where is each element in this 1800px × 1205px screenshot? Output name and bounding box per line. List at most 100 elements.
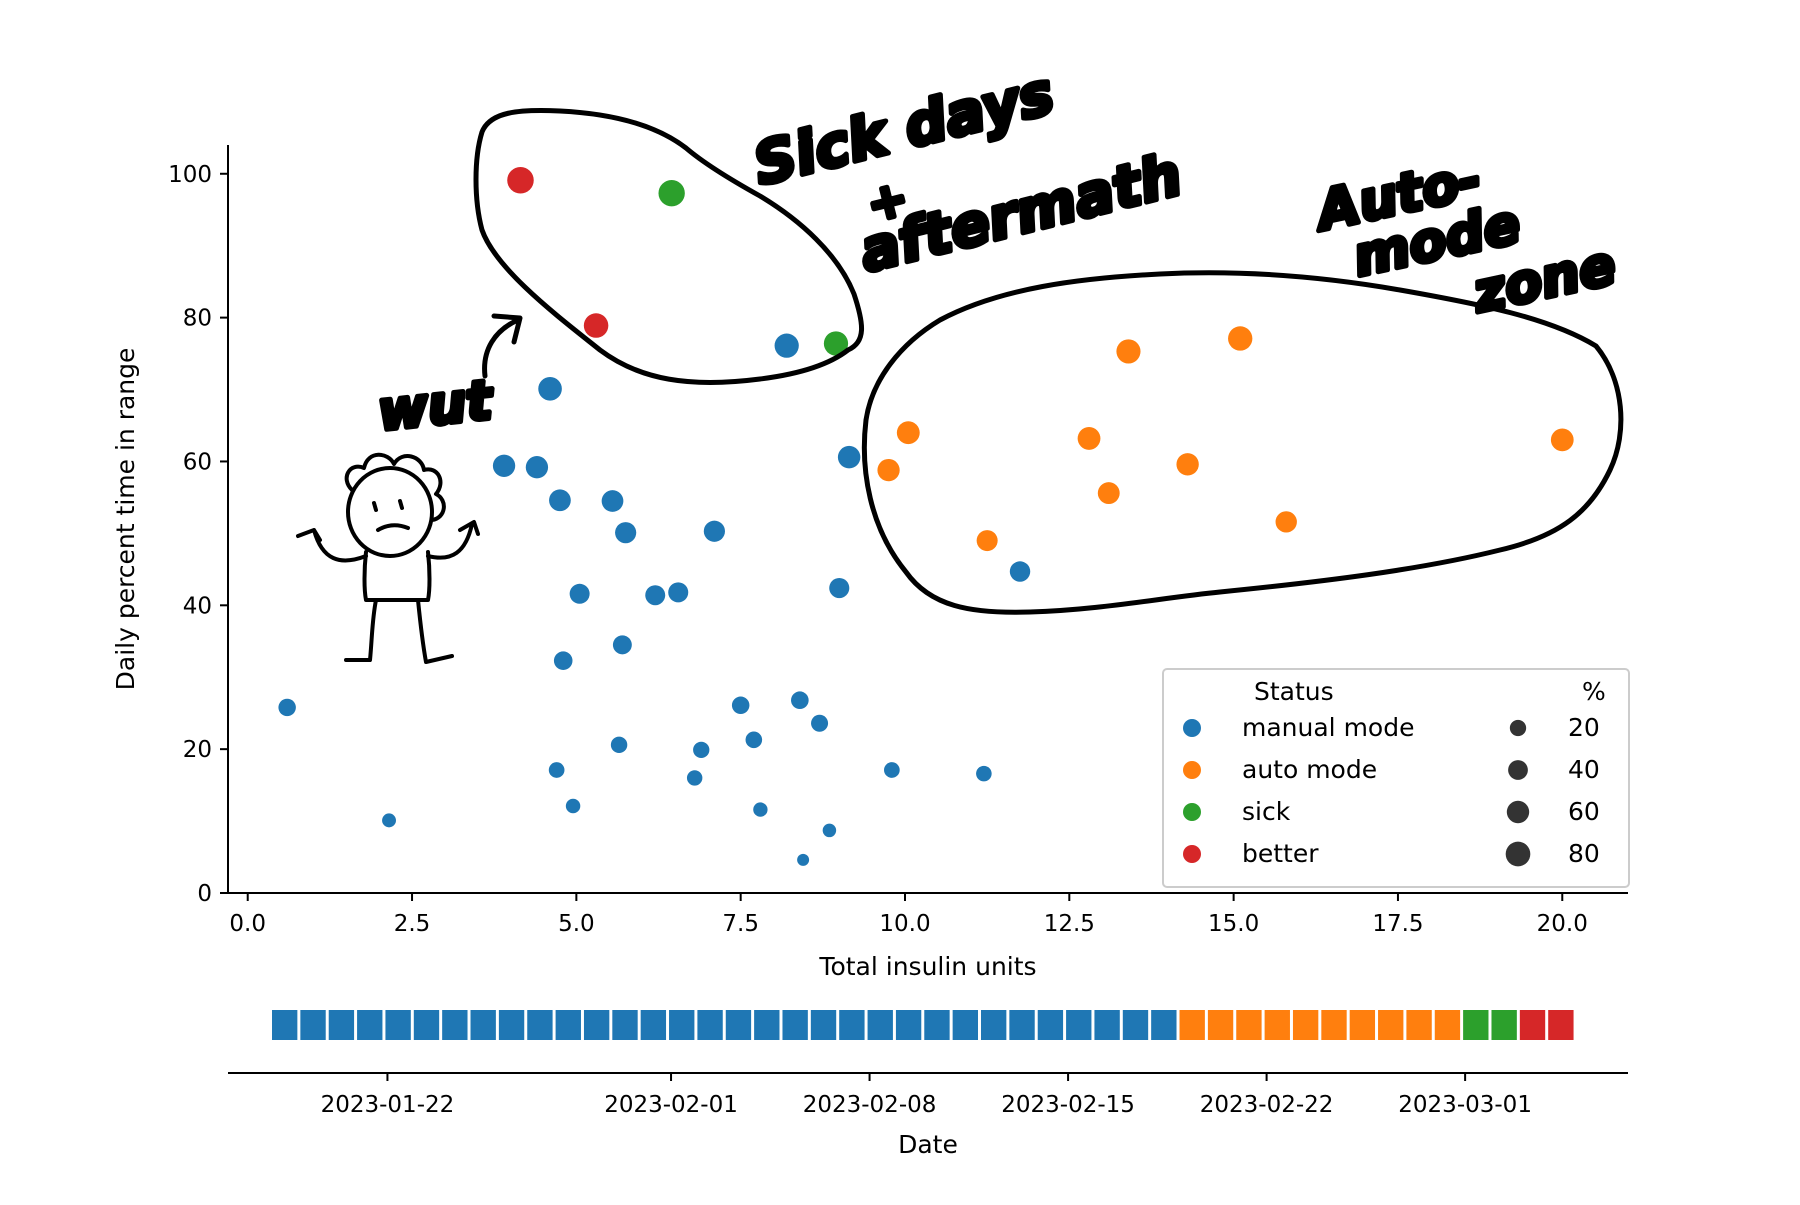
timeline-day-cell <box>1292 1010 1319 1040</box>
timeline-day-cell <box>1406 1010 1432 1040</box>
timeline-day-cell <box>669 1010 695 1040</box>
data-point <box>829 577 850 599</box>
timeline-day-cell <box>527 1010 553 1040</box>
x-tick-label: 15.0 <box>1208 911 1259 937</box>
timeline-day-cell <box>1236 1010 1262 1040</box>
data-point <box>1176 453 1199 476</box>
data-point <box>1077 427 1101 450</box>
timeline-day-cell <box>810 1010 837 1040</box>
timeline-day-cell <box>583 1010 610 1040</box>
timeline-day-cell <box>1207 1010 1234 1040</box>
data-point <box>548 762 565 778</box>
data-point <box>753 802 768 817</box>
timeline-day-cell <box>924 1010 950 1040</box>
legend-size-label: 40 <box>1568 755 1600 784</box>
legend-hue-marker <box>1183 845 1201 863</box>
y-tick-label: 80 <box>183 306 212 332</box>
data-point <box>538 377 562 401</box>
figure-head <box>346 466 434 558</box>
timeline-day-cell <box>498 1010 525 1040</box>
stick-figure <box>296 452 480 664</box>
data-point <box>1550 428 1574 452</box>
data-point <box>1116 339 1141 364</box>
data-point <box>615 522 637 544</box>
timeline-day-cell <box>1491 1010 1517 1040</box>
y-axis-title: Daily percent time in range <box>111 348 140 691</box>
data-point <box>507 166 534 194</box>
timeline-day-cell <box>1179 1010 1205 1040</box>
timeline-day-cell <box>1037 1010 1064 1040</box>
data-point <box>811 714 829 732</box>
data-point <box>610 736 628 754</box>
timeline-day-cell <box>357 1010 383 1040</box>
timeline-day-cell <box>1094 1010 1120 1040</box>
data-point <box>822 823 837 838</box>
timeline-tick-label: 2023-02-01 <box>604 1092 738 1118</box>
figure-legs <box>344 598 454 664</box>
x-axis-title: Total insulin units <box>818 952 1036 981</box>
figure-arms <box>296 520 480 563</box>
timeline-day-cell <box>1122 1010 1149 1040</box>
legend-hue-label: better <box>1242 839 1319 868</box>
y-tick-label: 60 <box>183 449 212 475</box>
legend-size-marker <box>1509 719 1527 737</box>
timeline-day-cell <box>867 1010 893 1040</box>
legend-size-marker <box>1505 841 1531 867</box>
timeline-day-cell <box>1519 1010 1546 1040</box>
timeline-day-cell <box>895 1010 922 1040</box>
data-point <box>1097 482 1120 505</box>
data-point <box>976 765 992 782</box>
data-point <box>837 445 861 469</box>
data-point <box>745 731 763 749</box>
auto-mode-loop <box>861 270 1624 615</box>
legend-size-label: 20 <box>1568 713 1600 742</box>
legend: Status % manual mode auto mode sick better 2… <box>1162 668 1630 888</box>
legend-hue-label: sick <box>1242 797 1291 826</box>
legend-size-title: % <box>1582 677 1606 706</box>
y-tick-label: 100 <box>168 162 212 188</box>
timeline-day-cell <box>1151 1010 1177 1040</box>
scatter-plot: 0.0 2.5 5.0 7.5 10.0 12.5 15.0 17.5 20.0 0 20 40 60 8… <box>111 145 1628 981</box>
data-point <box>668 582 689 603</box>
data-point <box>823 331 849 356</box>
timeline-day-cell <box>725 1010 752 1040</box>
timeline-day-cell <box>328 1010 355 1040</box>
data-point <box>382 813 396 828</box>
timeline-day-cell <box>782 1010 808 1040</box>
annotation-sick-days: Sick days <box>747 59 1060 199</box>
data-point <box>612 635 632 655</box>
figure-hair <box>344 452 446 522</box>
timeline-day-cell <box>1321 1010 1347 1040</box>
timeline-day-cell <box>442 1010 468 1040</box>
data-point <box>549 489 571 512</box>
timeline-tick-label: 2023-01-22 <box>321 1092 455 1118</box>
data-point <box>1275 511 1297 533</box>
data-point <box>797 853 810 866</box>
timeline-day-cell <box>1009 1010 1035 1040</box>
data-point <box>884 762 900 778</box>
figure-body <box>362 550 432 602</box>
timeline-day-cell <box>952 1010 978 1040</box>
timeline-axis-title: Date <box>898 1130 958 1159</box>
timeline-day-cell <box>1066 1010 1092 1040</box>
data-point <box>565 798 581 814</box>
legend-hue-label: manual mode <box>1242 713 1414 742</box>
timeline-day-cell <box>1264 1010 1290 1040</box>
data-point <box>774 333 799 358</box>
y-tick-label: 40 <box>183 593 212 619</box>
timeline-day-cell <box>272 1010 298 1040</box>
timeline-tick-label: 2023-02-08 <box>803 1092 937 1118</box>
data-point <box>553 651 573 670</box>
data-point <box>896 421 920 445</box>
data-point <box>583 313 609 338</box>
legend-hue-marker <box>1183 803 1201 821</box>
data-point <box>1009 561 1031 582</box>
timeline-day-cell <box>839 1010 865 1040</box>
timeline-day-cell <box>300 1010 326 1040</box>
y-tick-label: 0 <box>197 881 212 907</box>
x-tick-label: 7.5 <box>722 911 759 937</box>
timeline-day-cell <box>1378 1010 1404 1040</box>
data-point <box>278 698 296 717</box>
legend-hue-title: Status <box>1254 677 1334 706</box>
